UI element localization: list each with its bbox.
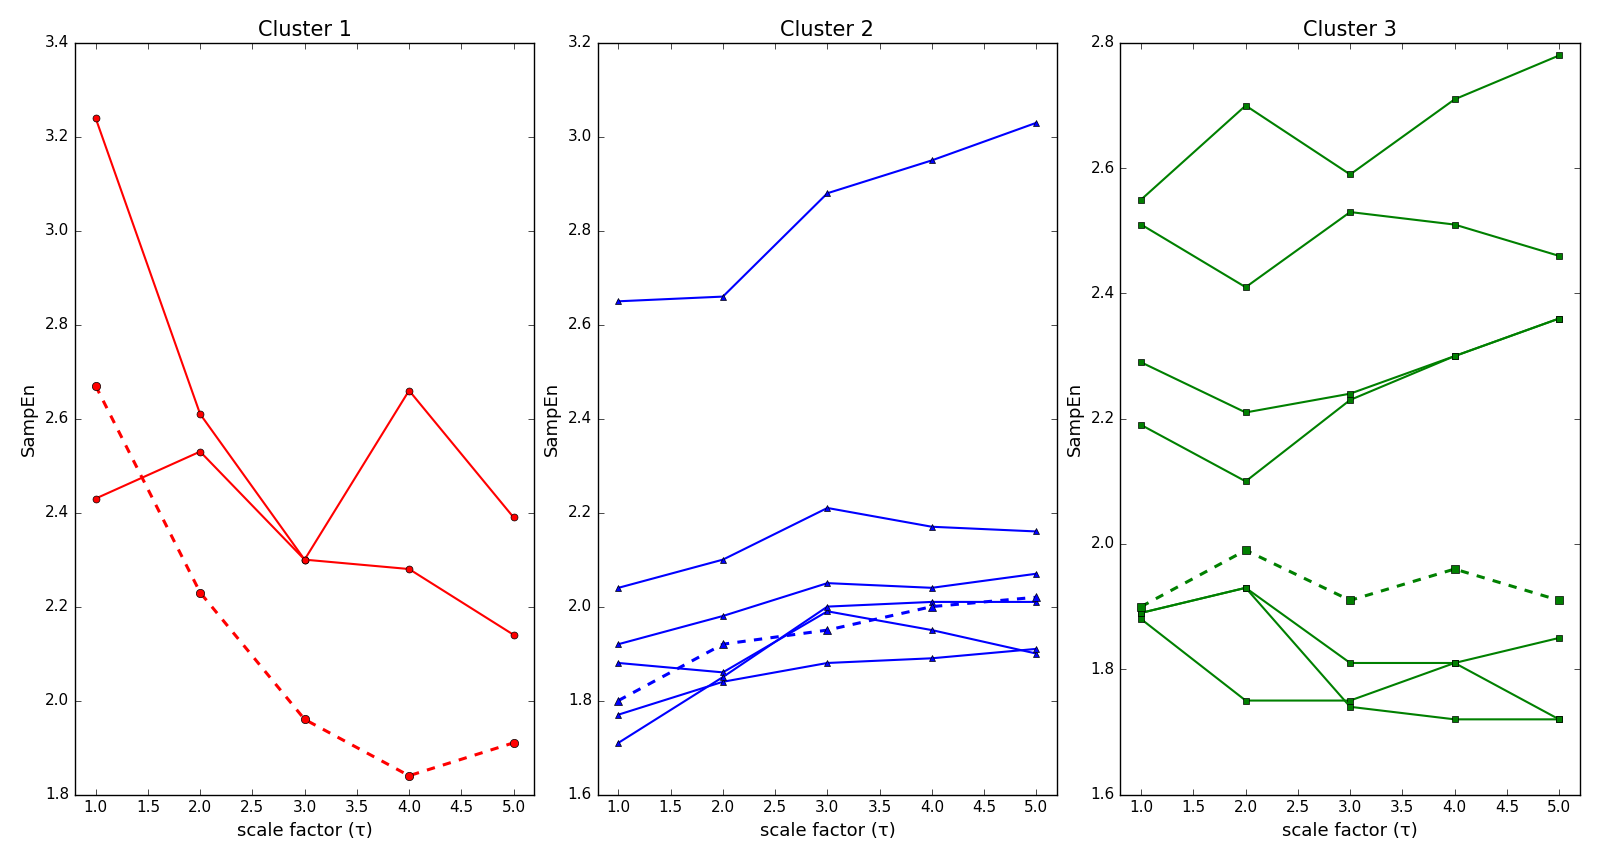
Y-axis label: SampEn: SampEn	[542, 382, 560, 456]
X-axis label: scale factor (τ): scale factor (τ)	[1282, 822, 1418, 840]
X-axis label: scale factor (τ): scale factor (τ)	[760, 822, 896, 840]
X-axis label: scale factor (τ): scale factor (τ)	[237, 822, 373, 840]
Title: Cluster 3: Cluster 3	[1304, 20, 1397, 40]
Y-axis label: SampEn: SampEn	[19, 382, 38, 456]
Title: Cluster 2: Cluster 2	[781, 20, 874, 40]
Title: Cluster 1: Cluster 1	[258, 20, 352, 40]
Y-axis label: SampEn: SampEn	[1066, 382, 1083, 456]
